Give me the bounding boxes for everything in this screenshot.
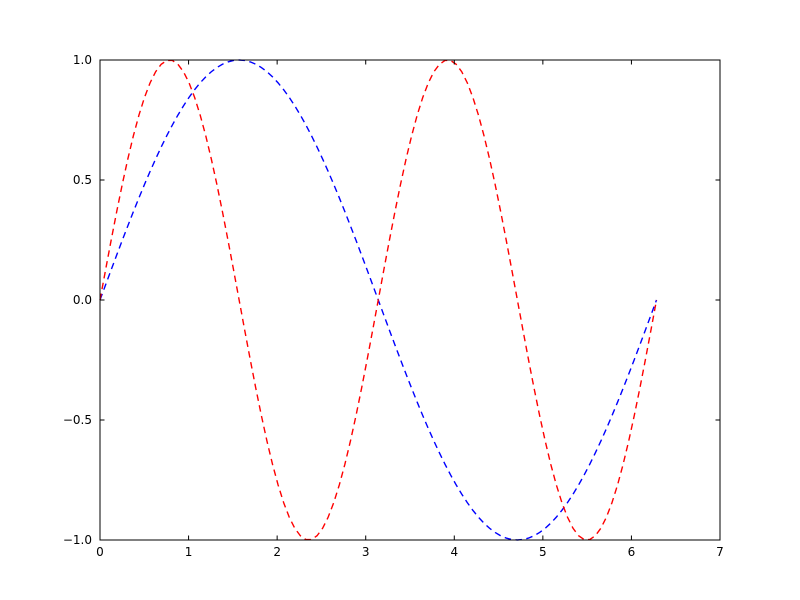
y-tick-label: 1.0 [73,53,92,67]
x-tick-label: 3 [362,545,370,559]
x-tick-label: 4 [450,545,458,559]
y-tick-label: 0.0 [73,293,92,307]
y-tick-label: −0.5 [63,413,92,427]
x-tick-label: 1 [185,545,193,559]
x-tick-label: 0 [96,545,104,559]
x-tick-label: 6 [628,545,636,559]
x-tick-label: 2 [273,545,281,559]
y-tick-label: −1.0 [63,533,92,547]
series-line-sin-2x- [99,59,658,541]
x-tick-label: 7 [716,545,724,559]
x-tick-label: 5 [539,545,547,559]
y-tick-label: 0.5 [73,173,92,187]
